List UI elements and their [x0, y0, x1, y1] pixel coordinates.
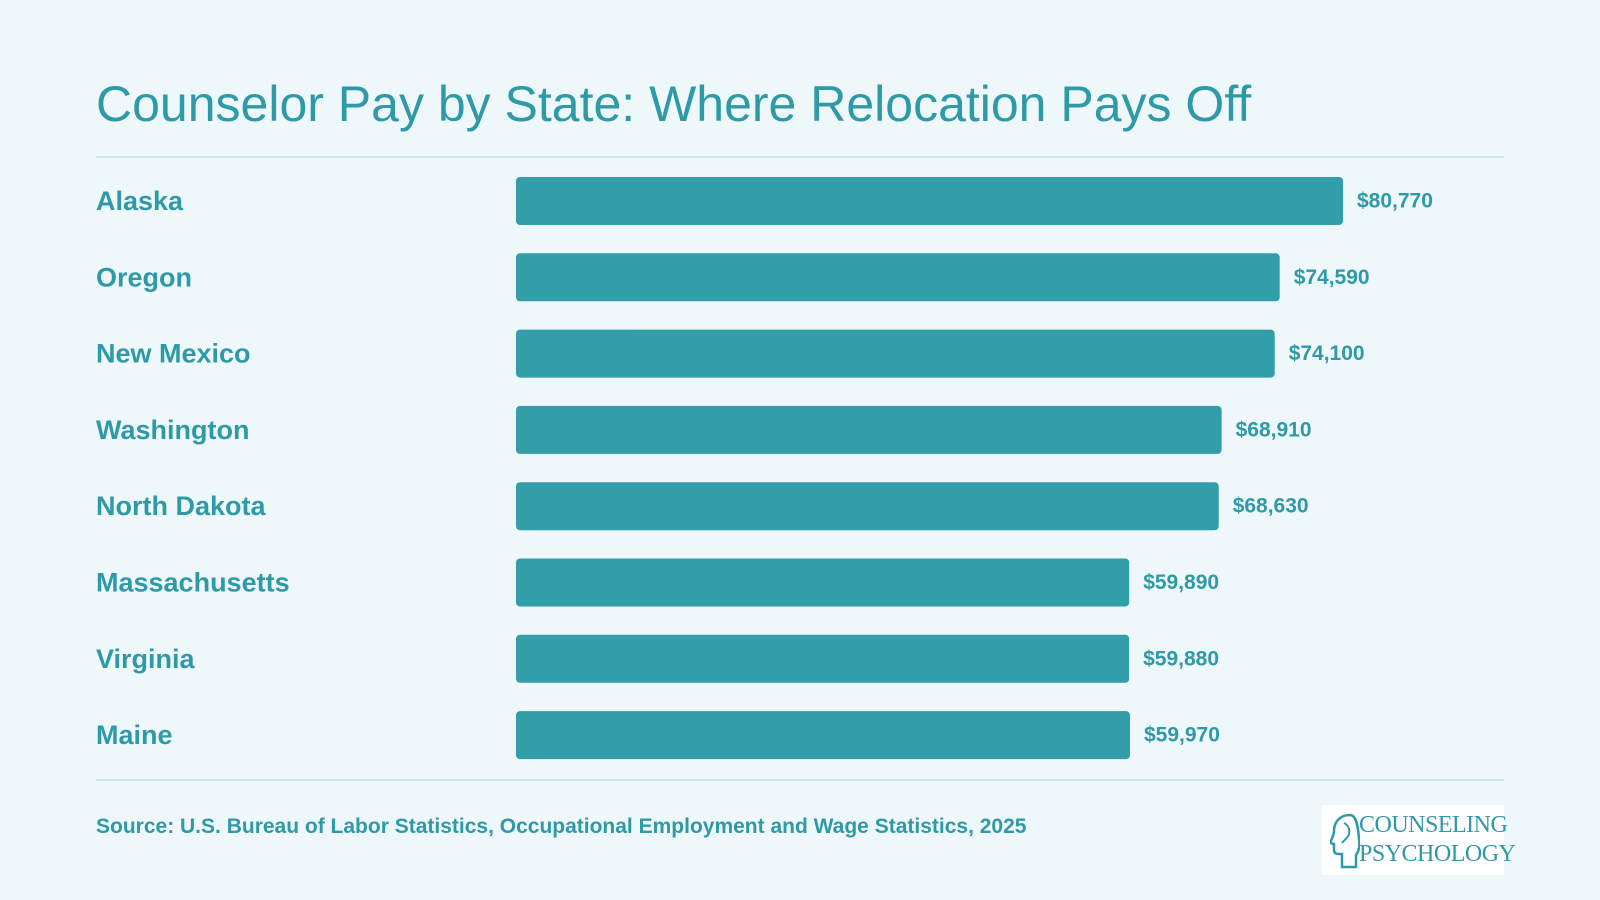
value-label: $74,100	[1289, 342, 1365, 365]
value-label: $74,590	[1294, 266, 1370, 289]
value-label: $68,630	[1233, 495, 1309, 518]
value-label: $59,880	[1143, 647, 1219, 670]
bottom-divider	[96, 779, 1504, 781]
chart-title: Counselor Pay by State: Where Relocation…	[96, 76, 1252, 132]
top-divider	[96, 156, 1504, 158]
bar	[516, 558, 1130, 607]
category-label: Massachusetts	[96, 568, 290, 598]
logo-text-psychology: PSYCHOLOGY	[1359, 841, 1516, 867]
bar	[516, 405, 1222, 454]
category-label: Oregon	[96, 262, 192, 292]
category-label: North Dakota	[96, 491, 266, 521]
bar	[516, 482, 1219, 531]
value-label: $59,890	[1143, 571, 1219, 594]
value-label: $59,970	[1144, 724, 1220, 747]
bar	[516, 711, 1130, 760]
head-profile-icon	[1330, 813, 1360, 869]
bar	[516, 634, 1130, 683]
bar	[516, 329, 1275, 378]
bar	[516, 177, 1343, 225]
category-label: Alaska	[96, 186, 184, 216]
category-label: Washington	[96, 415, 249, 445]
category-label: New Mexico	[96, 339, 251, 369]
category-label: Maine	[96, 720, 173, 750]
bar	[516, 253, 1280, 302]
logo-text-counseling: COUNSELING	[1359, 812, 1508, 838]
source-note: Source: U.S. Bureau of Labor Statistics,…	[96, 815, 1027, 838]
value-label: $80,770	[1357, 190, 1433, 213]
category-label: Virginia	[96, 644, 196, 674]
value-label: $68,910	[1236, 418, 1312, 441]
counseling-psychology-logo: COUNSELING PSYCHOLOGY	[1322, 805, 1516, 875]
